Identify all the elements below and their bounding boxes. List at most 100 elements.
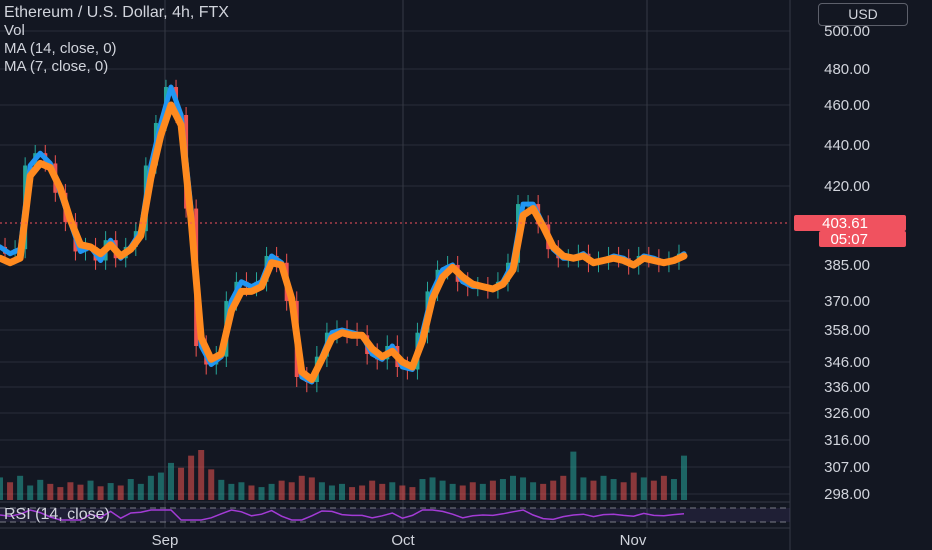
last-price-badge: [794, 214, 906, 231]
volume-indicator-label: Vol: [4, 22, 25, 39]
volume-bar-2: [17, 475, 24, 500]
volume-bar-65: [650, 480, 657, 500]
volume-bar-18: [178, 467, 185, 500]
volume-bar-7: [67, 482, 74, 500]
volume-bar-42: [419, 479, 426, 500]
volume-bar-20: [198, 450, 205, 500]
volume-bar-66: [660, 475, 667, 500]
time-tick-sep: Sep: [152, 532, 179, 549]
volume-bars: [0, 450, 687, 500]
volume-bar-37: [369, 480, 376, 500]
volume-bar-46: [459, 485, 466, 500]
volume-bar-10: [97, 486, 104, 500]
volume-bar-0: [0, 477, 3, 500]
price-tick-6: 370.00: [824, 293, 870, 310]
volume-bar-64: [640, 477, 647, 500]
price-axis: 500.00 480.00 460.00 440.00 420.00 385.00 370.…: [824, 23, 870, 503]
volume-bar-41: [409, 487, 416, 500]
volume-bar-17: [168, 462, 174, 500]
volume-bar-50: [499, 479, 506, 500]
volume-bar-12: [117, 485, 124, 500]
price-tick-7: 358.00: [824, 322, 870, 339]
volume-bar-53: [530, 482, 537, 500]
ma-7-label: MA (7, close, 0): [4, 58, 109, 75]
volume-bar-52: [520, 477, 527, 500]
moving-average-lines: [0, 84, 688, 385]
volume-bar-48: [479, 483, 486, 500]
price-tick-2: 460.00: [824, 97, 870, 114]
price-tick-3: 440.00: [824, 137, 870, 154]
volume-bar-30: [298, 475, 305, 500]
volume-bar-21: [208, 469, 215, 500]
volume-bar-9: [87, 480, 94, 500]
countdown-text: 05:07: [830, 231, 868, 248]
volume-bar-49: [489, 480, 496, 500]
volume-bar-19: [188, 455, 195, 500]
volume-bar-8: [77, 484, 84, 500]
ma-14-label: MA (14, close, 0): [4, 40, 117, 57]
volume-bar-15: [147, 475, 154, 500]
price-tick-1: 480.00: [824, 61, 870, 78]
price-tick-10: 326.00: [824, 405, 870, 422]
rsi-indicator-label: RSI (14, close): [4, 506, 110, 523]
time-axis: Sep Oct Nov: [152, 532, 647, 549]
countdown-badge: [819, 230, 906, 247]
volume-bar-31: [308, 477, 315, 500]
rsi-line: [0, 509, 685, 521]
volume-bar-14: [137, 483, 144, 500]
volume-bar-11: [107, 483, 114, 500]
volume-bar-28: [278, 480, 285, 500]
chart-legend: Ethereum / U.S. Dollar, 4h, FTX Vol MA (…: [4, 4, 229, 76]
volume-bar-13: [127, 479, 134, 500]
volume-bar-58: [580, 477, 587, 500]
volume-bar-35: [349, 487, 356, 500]
time-tick-oct: Oct: [391, 532, 415, 549]
volume-bar-36: [359, 485, 366, 500]
volume-bar-26: [258, 487, 265, 500]
volume-bar-59: [590, 480, 597, 500]
volume-bar-22: [218, 479, 225, 500]
volume-bar-32: [318, 482, 325, 500]
volume-bar-68: [681, 455, 687, 500]
ma-14-line: [0, 101, 688, 383]
symbol-title: Ethereum / U.S. Dollar, 4h, FTX: [4, 4, 229, 21]
price-tick-13: 298.00: [824, 486, 870, 503]
price-tick-9: 336.00: [824, 379, 870, 396]
last-price-text: 403.61: [822, 215, 868, 232]
currency-button[interactable]: USD: [818, 3, 908, 26]
volume-bar-40: [399, 485, 406, 500]
volume-bar-5: [47, 483, 54, 500]
volume-bar-43: [429, 477, 436, 500]
volume-bar-47: [469, 482, 476, 500]
price-tick-12: 307.00: [824, 459, 870, 476]
volume-bar-67: [670, 479, 677, 500]
volume-bar-24: [238, 482, 245, 500]
rsi-pane: [0, 501, 790, 529]
volume-bar-38: [379, 483, 386, 500]
volume-bar-25: [248, 485, 255, 500]
volume-bar-45: [449, 483, 456, 500]
volume-bar-4: [37, 479, 44, 500]
volume-bar-61: [610, 479, 617, 500]
volume-bar-6: [57, 487, 64, 500]
volume-bar-34: [339, 483, 345, 500]
volume-bar-29: [288, 482, 295, 500]
price-tick-5: 385.00: [824, 257, 870, 274]
time-tick-nov: Nov: [620, 532, 647, 549]
volume-bar-54: [540, 483, 547, 500]
volume-bar-3: [27, 485, 34, 500]
price-tick-0: 500.00: [824, 23, 870, 40]
price-tick-4: 420.00: [824, 178, 870, 195]
volume-bar-56: [560, 475, 567, 500]
volume-bar-60: [600, 475, 607, 500]
volume-bar-62: [620, 482, 627, 500]
volume-bar-16: [157, 472, 164, 500]
price-tick-11: 316.00: [824, 432, 870, 449]
volume-bar-44: [439, 480, 446, 500]
volume-bar-1: [7, 482, 14, 500]
volume-bar-23: [228, 483, 235, 500]
volume-bar-33: [328, 485, 335, 500]
